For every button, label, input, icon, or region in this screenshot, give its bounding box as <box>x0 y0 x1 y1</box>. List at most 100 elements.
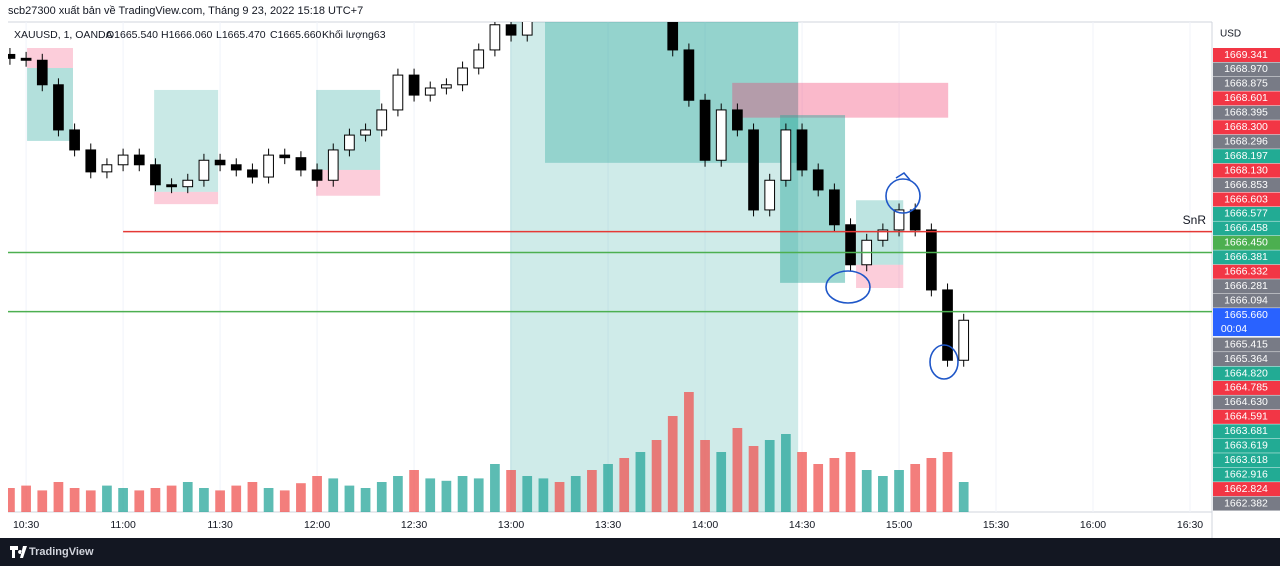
price-label-bg <box>1213 482 1280 497</box>
candle-body <box>457 67 468 86</box>
candle-body <box>53 84 64 131</box>
brand: TradingView <box>10 546 94 558</box>
header: scb27300 xuất bản về TradingView.com, Th… <box>8 5 363 17</box>
price-label-bg <box>1213 221 1280 236</box>
legend-open: O1665.540 <box>106 29 158 41</box>
price-label-bg <box>1213 178 1280 193</box>
volume-bar <box>247 482 258 512</box>
level-label: SnR <box>1183 213 1207 227</box>
volume-bar <box>490 464 500 512</box>
volume-bar <box>958 482 969 512</box>
volume-bar <box>748 446 759 512</box>
volume-bar <box>85 490 96 512</box>
volume-bar <box>279 490 290 512</box>
price-label-bg <box>1213 163 1280 178</box>
candle-body <box>295 157 307 171</box>
brand-logo <box>10 546 27 558</box>
price-label-bg <box>1213 62 1280 77</box>
volume-bar <box>199 488 209 512</box>
volume-bar <box>861 470 872 512</box>
candle-body <box>247 169 258 178</box>
circle-annotation <box>885 178 921 214</box>
volume-bar <box>118 488 128 512</box>
price-label: 1669.341 <box>1224 49 1268 61</box>
candle-body <box>392 74 404 111</box>
candle-body <box>101 164 113 173</box>
x-tick-label: 13:30 <box>595 519 621 531</box>
x-tick-label: 11:30 <box>207 519 233 531</box>
volume-bar <box>926 458 937 512</box>
volume-bar <box>942 452 953 512</box>
volume-bar <box>587 470 597 512</box>
price-label: 1668.395 <box>1224 107 1268 119</box>
price-label-bg <box>1213 134 1280 149</box>
legend-volume: Khối lượng63 <box>322 29 386 41</box>
price-label: 1668.130 <box>1224 164 1268 176</box>
price-label-bg <box>1213 279 1280 294</box>
price-label-bg <box>1213 496 1280 511</box>
volume-bar <box>425 478 436 512</box>
plot <box>8 22 1212 512</box>
zone <box>27 68 73 141</box>
candle-body <box>748 129 759 211</box>
volume-bar <box>166 485 177 512</box>
volume-bar <box>409 470 419 512</box>
candle-body <box>667 22 679 51</box>
candle-body <box>198 159 210 181</box>
volume-bar <box>619 458 630 512</box>
price-label-bg <box>1213 192 1280 207</box>
price-label: 1666.281 <box>1224 280 1268 292</box>
candle-body <box>117 154 129 166</box>
price-label: 1666.458 <box>1224 222 1268 234</box>
volume-bar <box>102 485 112 512</box>
price-label-bg <box>1213 308 1280 337</box>
x-tick-label: 14:30 <box>789 519 815 531</box>
zone <box>27 48 73 68</box>
candle-body <box>376 109 388 131</box>
candle-body <box>877 229 889 241</box>
price-label: 1668.875 <box>1224 78 1268 90</box>
volume-bar <box>845 452 856 512</box>
volume-bar <box>328 478 339 512</box>
candle-body <box>85 149 97 173</box>
price-label-bg <box>1213 76 1280 91</box>
volume-bar <box>635 452 646 512</box>
candle-body <box>214 159 226 166</box>
price-label: 1668.296 <box>1224 135 1268 147</box>
volume-bar <box>684 392 694 512</box>
price-label: 1666.603 <box>1224 193 1268 205</box>
volume-bar <box>764 440 775 512</box>
price-label-bg <box>1213 91 1280 106</box>
mark-annotation <box>895 171 911 181</box>
volume-bar <box>667 416 678 512</box>
volume-bar <box>506 470 516 512</box>
candle-body <box>893 209 905 231</box>
candle-body <box>505 24 517 36</box>
legend-high: H1666.060 <box>161 29 213 41</box>
price-label-bg <box>1213 352 1280 367</box>
volume-bar <box>651 440 662 512</box>
candle-body <box>489 24 501 51</box>
candle-body <box>360 129 371 136</box>
candle-body <box>473 49 485 69</box>
volume-bar <box>150 488 161 512</box>
candle-body <box>796 129 808 171</box>
price-label: 1664.630 <box>1224 396 1268 408</box>
candle-body <box>845 224 856 266</box>
volume-bar <box>263 488 274 512</box>
candle-body <box>441 84 452 89</box>
zone <box>154 191 219 205</box>
zone <box>856 264 904 288</box>
candle-body <box>764 179 776 211</box>
price-label-bg <box>1213 264 1280 279</box>
price-label-bg <box>1213 366 1280 381</box>
price-label-bg <box>1213 409 1280 424</box>
candle-body <box>279 154 291 159</box>
price-label-bg <box>1213 438 1280 453</box>
volume-bar <box>522 476 533 512</box>
volume-bar <box>21 485 31 512</box>
price-label: 1664.820 <box>1224 367 1268 379</box>
price-label-bg <box>1213 149 1280 164</box>
volume-bar <box>538 478 549 512</box>
